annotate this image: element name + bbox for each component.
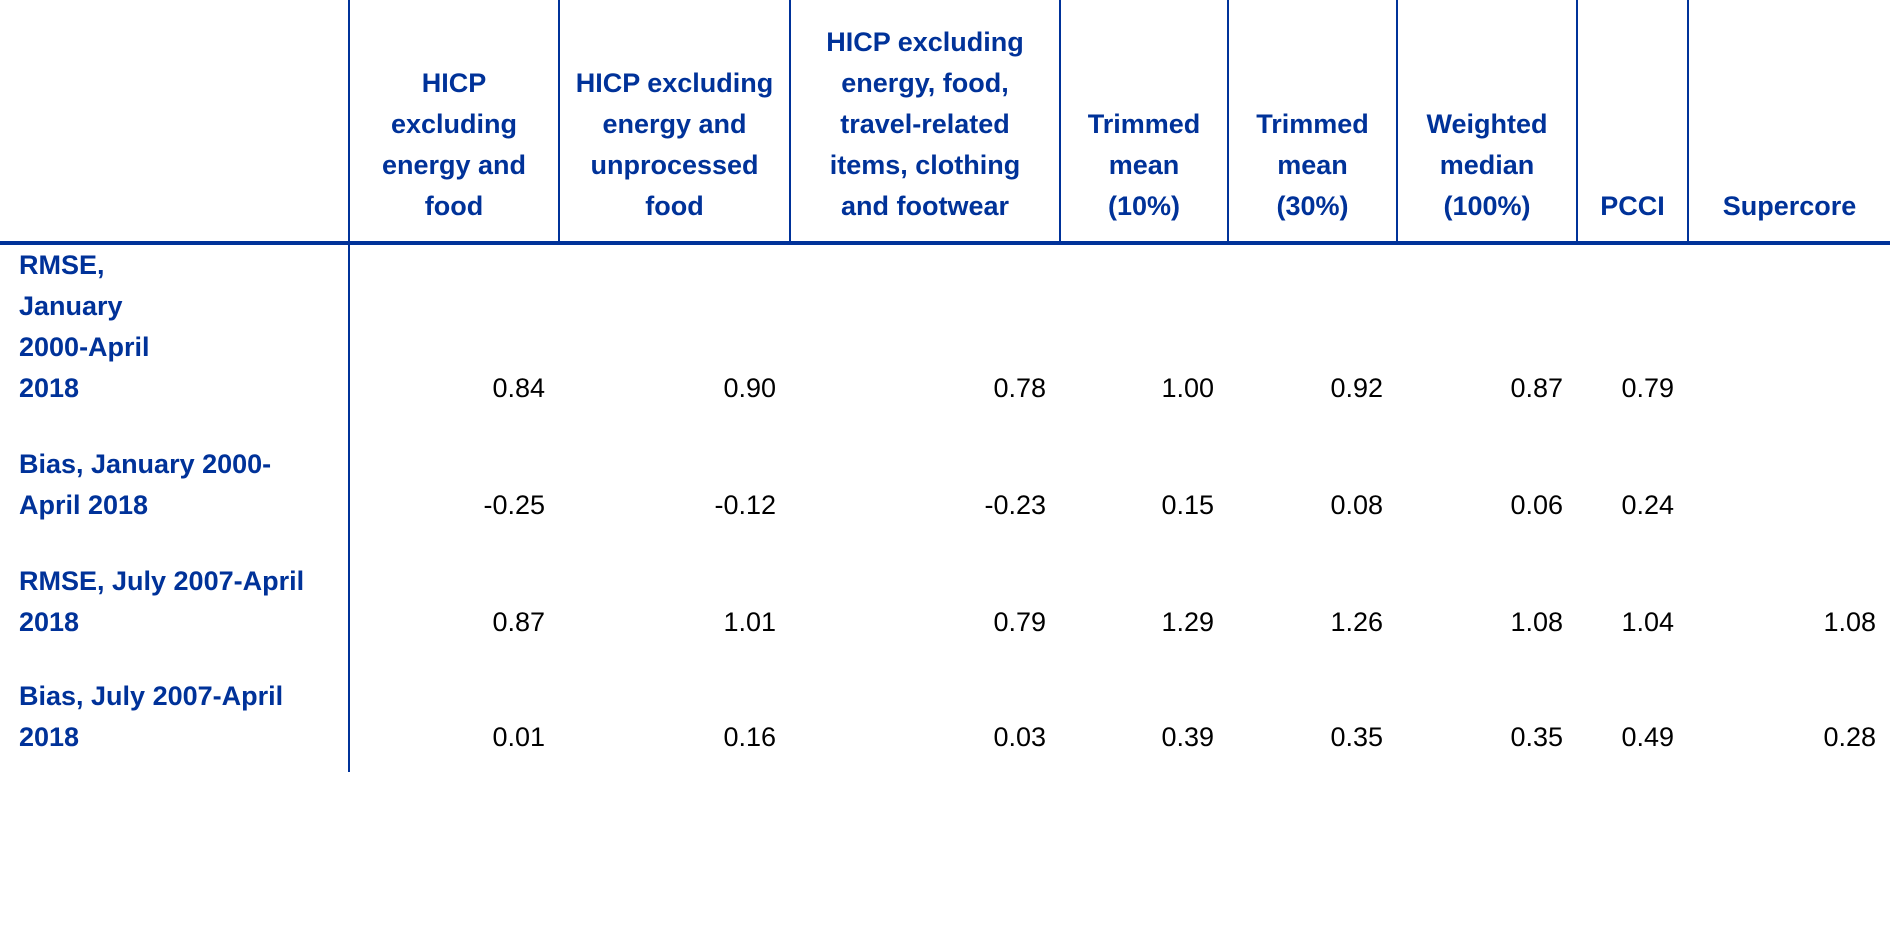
cell: 0.78 bbox=[993, 373, 1046, 403]
cell: 1.04 bbox=[1621, 607, 1674, 637]
header-row: HICP excluding energy and food HICP excl… bbox=[0, 0, 1890, 245]
cell: 0.49 bbox=[1621, 722, 1674, 752]
column-header: Trimmed mean (10%) bbox=[1059, 0, 1228, 245]
cell bbox=[1688, 409, 1890, 526]
header-corner bbox=[0, 0, 349, 245]
cell: 0.01 bbox=[348, 643, 559, 772]
cell: 1.29 bbox=[1161, 607, 1214, 637]
cell: 1.08 bbox=[1510, 607, 1563, 637]
cell: 0.87 bbox=[348, 526, 559, 643]
cell: 0.35 bbox=[1510, 722, 1563, 752]
cell: 0.87 bbox=[1510, 373, 1563, 403]
cell: 0.15 bbox=[1161, 490, 1214, 520]
cell: 0.90 bbox=[723, 373, 776, 403]
row-label: RMSE, January 2000-April 2018 bbox=[19, 250, 150, 403]
cell: 0.16 bbox=[723, 722, 776, 752]
table-row: RMSE, January 2000-April 2018 0.84 0.90 … bbox=[0, 243, 1890, 409]
column-header: Weighted median (100%) bbox=[1396, 0, 1577, 245]
row-label: Bias, January 2000-April 2018 bbox=[19, 449, 272, 520]
cell: 0.28 bbox=[1823, 722, 1876, 752]
cell: 1.26 bbox=[1330, 607, 1383, 637]
core-inflation-measures-table: HICP excluding energy and food HICP excl… bbox=[0, 0, 1890, 772]
cell: 0.79 bbox=[993, 607, 1046, 637]
cell: 0.79 bbox=[1621, 373, 1674, 403]
column-header: Trimmed mean (30%) bbox=[1227, 0, 1397, 245]
cell: 0.84 bbox=[348, 243, 559, 409]
cell: -0.23 bbox=[984, 490, 1046, 520]
cell: -0.12 bbox=[714, 490, 776, 520]
column-header: HICP excluding energy, food, travel-rela… bbox=[789, 0, 1060, 245]
cell: 0.24 bbox=[1621, 490, 1674, 520]
cell: 0.03 bbox=[993, 722, 1046, 752]
cell: 0.39 bbox=[1161, 722, 1214, 752]
cell: 1.00 bbox=[1161, 373, 1214, 403]
column-header: Supercore bbox=[1687, 0, 1890, 245]
cell: 0.35 bbox=[1330, 722, 1383, 752]
row-label: RMSE, July 2007-April 2018 bbox=[19, 566, 305, 637]
cell: 0.92 bbox=[1330, 373, 1383, 403]
cell bbox=[1688, 243, 1890, 409]
cell: 0.06 bbox=[1510, 490, 1563, 520]
table-row: Bias, July 2007-April 2018 0.01 0.16 0.0… bbox=[0, 643, 1890, 772]
cell: 1.01 bbox=[723, 607, 776, 637]
row-label: Bias, July 2007-April 2018 bbox=[19, 681, 284, 752]
cell: 0.08 bbox=[1330, 490, 1383, 520]
table-row: Bias, January 2000-April 2018 -0.25 -0.1… bbox=[0, 409, 1890, 526]
column-header: HICP excluding energy and food bbox=[348, 0, 559, 245]
column-header: HICP excluding energy and unprocessed fo… bbox=[558, 0, 790, 245]
table-row: RMSE, July 2007-April 2018 0.87 1.01 0.7… bbox=[0, 526, 1890, 643]
cell: -0.25 bbox=[348, 409, 559, 526]
cell: 1.08 bbox=[1823, 607, 1876, 637]
column-header: PCCI bbox=[1576, 0, 1688, 245]
